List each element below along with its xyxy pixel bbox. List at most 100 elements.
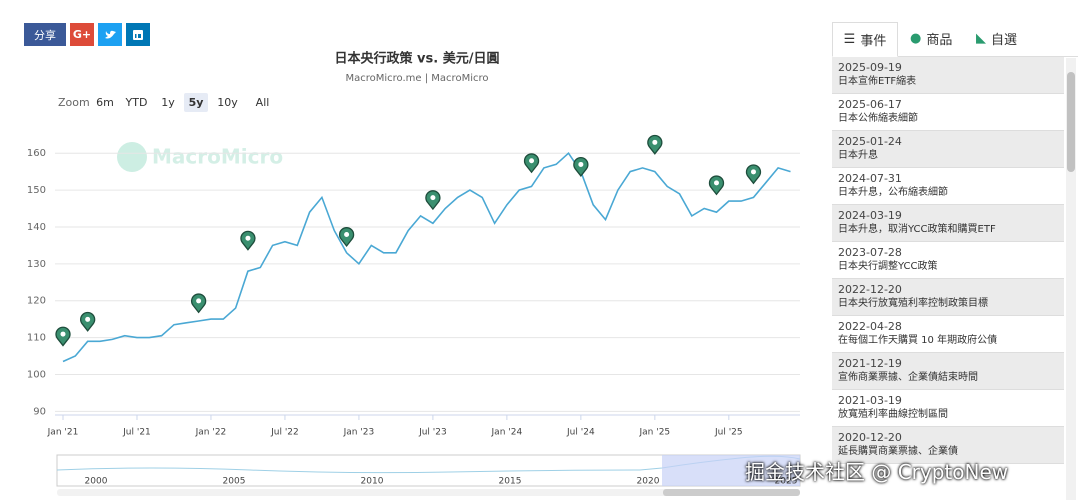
scrollbar-thumb[interactable] xyxy=(663,489,800,496)
tab-icon: ☰ xyxy=(843,32,856,47)
y-tick-label: 160 xyxy=(27,148,46,159)
zoom-button-bg xyxy=(184,93,208,112)
navigator-label: 2020 xyxy=(637,477,660,487)
event-item[interactable]: 2024-03-19 日本升息，取消YCC政策和購買ETF xyxy=(832,205,1064,242)
zoom-button[interactable]: 6m xyxy=(96,96,114,109)
event-text: 日本公佈縮表細節 xyxy=(838,113,918,124)
event-item[interactable]: 2022-04-28 在每個工作天購買 10 年期政府公債 xyxy=(832,316,1064,353)
navigator-label: 2015 xyxy=(499,477,522,487)
share-linkedin[interactable] xyxy=(126,23,150,46)
zoom-label: Zoom xyxy=(58,96,90,109)
chart-subtitle: MacroMicro.me | MacroMicro xyxy=(346,73,489,84)
event-date: 2024-03-19 xyxy=(838,209,902,222)
x-tick-label: Jan '23 xyxy=(343,428,375,438)
event-text: 日本升息，公布縮表細節 xyxy=(838,187,948,198)
share-label: 分享 xyxy=(34,28,56,42)
tab-icon: ● xyxy=(910,31,922,46)
navigator-label: 2010 xyxy=(361,477,384,487)
event-item[interactable]: 2020-12-20 延長購買商業票據、企業債 xyxy=(832,427,1064,464)
x-tick-label: Jan '24 xyxy=(491,428,523,438)
marker-dot xyxy=(245,235,251,241)
event-text: 日本升息 xyxy=(838,150,878,161)
watermark: MacroMicro xyxy=(152,145,283,169)
scrollbar-track xyxy=(57,489,800,496)
x-tick-label: Jan '25 xyxy=(639,428,671,438)
event-item[interactable]: 2021-12-19 宣佈商業票據、企業債結束時間 xyxy=(832,353,1064,390)
event-text: 延長購買商業票據、企業債 xyxy=(838,446,958,457)
tab-label: 商品 xyxy=(926,33,953,48)
tab[interactable]: ◣ 自選 xyxy=(976,22,1017,55)
share-label: G+ xyxy=(72,28,92,41)
scrollbar-thumb[interactable] xyxy=(1067,72,1075,172)
zoom-button[interactable]: YTD xyxy=(125,96,148,109)
navigator-label: 2000 xyxy=(85,477,108,487)
x-tick-label: Jul '24 xyxy=(566,428,595,438)
tab-label: 自選 xyxy=(991,33,1018,48)
marker-dot xyxy=(750,169,756,175)
y-tick-label: 110 xyxy=(27,333,46,344)
event-item[interactable]: 2022-12-20 日本央行放寬殖利率控制政策目標 xyxy=(832,279,1064,316)
marker-dot xyxy=(713,180,719,186)
y-tick-label: 100 xyxy=(27,369,46,380)
footer-watermark: 掘金技术社区 @ CryptoNew xyxy=(745,460,1009,484)
x-tick-label: Jul '21 xyxy=(122,428,151,438)
y-tick-label: 150 xyxy=(27,185,46,196)
x-tick-label: Jan '22 xyxy=(195,428,227,438)
navigator-selection[interactable] xyxy=(662,455,800,486)
chart-title: 日本央行政策 vs. 美元/日圓 xyxy=(335,51,500,67)
marker-dot xyxy=(85,316,91,322)
event-item[interactable]: 2023-07-28 日本央行調整YCC政策 xyxy=(832,242,1064,279)
event-item[interactable]: 2025-01-24 日本升息 xyxy=(832,131,1064,168)
share-google[interactable]: G+ xyxy=(70,23,94,46)
event-date: 2025-01-24 xyxy=(838,135,902,148)
x-tick-label: Jul '22 xyxy=(270,428,299,438)
marker-dot xyxy=(60,331,66,337)
event-date: 2025-06-17 xyxy=(838,98,902,111)
icon xyxy=(104,30,116,38)
zoom-button[interactable]: 5y xyxy=(189,96,204,109)
share-twitter[interactable] xyxy=(98,23,122,46)
zoom-button[interactable]: All xyxy=(256,96,270,109)
event-item[interactable]: 2024-07-31 日本升息，公布縮表細節 xyxy=(832,168,1064,205)
zoom-button[interactable]: 10y xyxy=(217,96,238,109)
y-tick-label: 120 xyxy=(27,296,46,307)
share-facebook[interactable]: 分享 xyxy=(24,23,66,46)
event-date: 2025-09-19 xyxy=(838,61,902,74)
event-text: 日本升息，取消YCC政策和購買ETF xyxy=(838,224,996,235)
event-text: 宣佈商業票據、企業債結束時間 xyxy=(838,372,978,383)
zoom-button[interactable]: 1y xyxy=(161,96,175,109)
event-text: 日本宣佈ETF縮表 xyxy=(838,76,917,87)
event-date: 2021-12-19 xyxy=(838,357,902,370)
navigator-label: 2005 xyxy=(223,477,246,487)
event-date: 2023-07-28 xyxy=(838,246,902,259)
event-item[interactable]: 2021-03-19 放寬殖利率曲線控制區間 xyxy=(832,390,1064,427)
chart: 日本央行政策 vs. 美元/日圓 MacroMicro.me | MacroMi… xyxy=(27,51,801,496)
event-date: 2024-07-31 xyxy=(838,172,902,185)
x-tick-label: Jul '25 xyxy=(714,428,743,438)
marker-dot xyxy=(196,298,202,304)
y-tick-label: 130 xyxy=(27,259,46,270)
tab[interactable]: ☰ 事件 xyxy=(832,22,898,57)
marker-dot xyxy=(529,158,535,164)
y-tick-label: 140 xyxy=(27,222,46,233)
marker-dot xyxy=(344,232,350,237)
tab[interactable]: ● 商品 xyxy=(910,22,952,55)
sidebar: ☰ 事件 ● 商品 ◣ 自選 2025-09-19 日本宣佈ETF縮表 2025-06-1… xyxy=(832,22,1078,500)
event-date: 2022-12-20 xyxy=(838,283,902,296)
y-tick-label: 90 xyxy=(33,406,46,417)
event-date: 2020-12-20 xyxy=(838,431,902,444)
event-text: 日本央行調整YCC政策 xyxy=(838,261,938,272)
event-text: 在每個工作天購買 10 年期政府公債 xyxy=(838,335,998,346)
event-text: 放寬殖利率曲線控制區間 xyxy=(838,409,948,420)
tab-icon: ◣ xyxy=(976,31,986,46)
event-text: 日本央行放寬殖利率控制政策目標 xyxy=(838,298,988,309)
event-item[interactable]: 2025-06-17 日本公佈縮表細節 xyxy=(832,94,1064,131)
event-date: 2022-04-28 xyxy=(838,320,902,333)
event-date: 2021-03-19 xyxy=(838,394,902,407)
event-item[interactable]: 2025-09-19 日本宣佈ETF縮表 xyxy=(832,57,1064,94)
icon xyxy=(133,29,143,40)
tab-label: 事件 xyxy=(860,34,887,49)
marker-dot xyxy=(430,195,436,201)
scrollbar xyxy=(1066,58,1076,500)
